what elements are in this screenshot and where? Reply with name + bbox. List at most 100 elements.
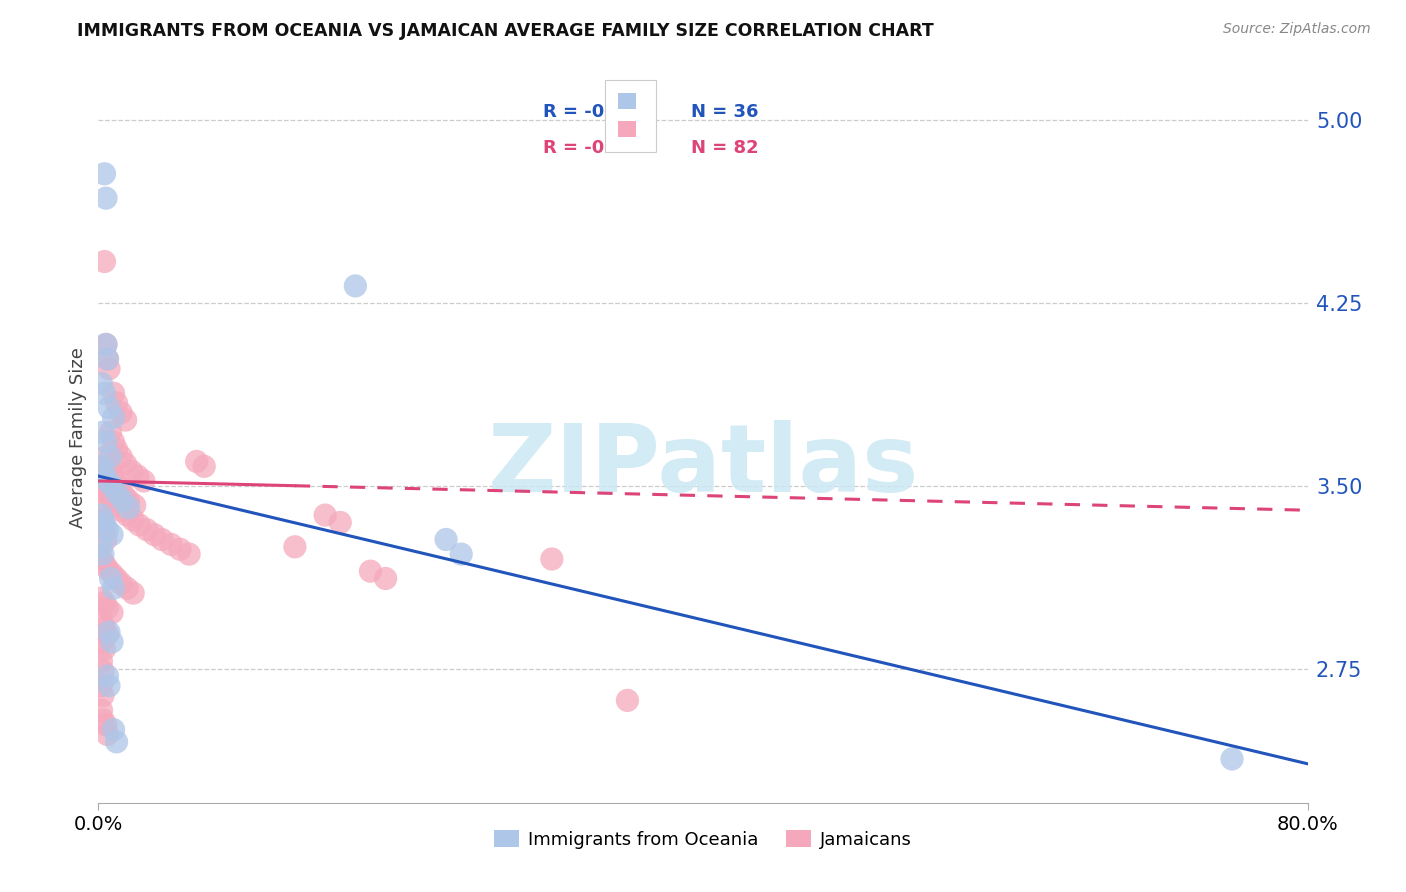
Point [90, 540, 112, 554]
Point [96, 489, 118, 503]
Point [100, 425, 122, 440]
Point [115, 581, 138, 595]
Point [96, 474, 118, 488]
Point [100, 450, 122, 464]
Point [105, 572, 128, 586]
Point [110, 406, 132, 420]
Point [450, 547, 472, 561]
Point [112, 489, 135, 503]
Point [101, 493, 124, 508]
Text: R = -0.308: R = -0.308 [543, 103, 650, 121]
Point [540, 552, 562, 566]
Point [1220, 752, 1243, 766]
Point [150, 533, 173, 547]
Point [93, 254, 115, 268]
Point [94, 450, 117, 464]
Point [93, 557, 115, 571]
Point [101, 606, 124, 620]
Point [108, 481, 131, 495]
Point [114, 413, 136, 427]
Point [105, 396, 128, 410]
Point [100, 572, 122, 586]
Point [122, 513, 145, 527]
Point [96, 600, 118, 615]
Point [98, 401, 121, 415]
Point [121, 464, 143, 478]
Point [105, 442, 128, 457]
Point [329, 516, 352, 530]
Text: Source: ZipAtlas.com: Source: ZipAtlas.com [1223, 22, 1371, 37]
Point [132, 474, 155, 488]
Point [90, 654, 112, 668]
Point [90, 376, 112, 391]
Point [93, 483, 115, 498]
Point [103, 410, 125, 425]
Point [94, 191, 117, 205]
Point [90, 635, 112, 649]
Point [374, 572, 396, 586]
Point [93, 620, 115, 634]
Point [101, 635, 124, 649]
Point [98, 459, 121, 474]
Point [90, 679, 112, 693]
Point [94, 718, 117, 732]
Point [118, 500, 141, 515]
Text: IMMIGRANTS FROM OCEANIA VS JAMAICAN AVERAGE FAMILY SIZE CORRELATION CHART: IMMIGRANTS FROM OCEANIA VS JAMAICAN AVER… [77, 22, 934, 40]
Point [90, 503, 112, 517]
Point [94, 434, 117, 449]
Point [105, 499, 128, 513]
Point [91, 713, 114, 727]
Point [186, 454, 208, 468]
Point [127, 469, 149, 483]
Point [94, 337, 117, 351]
Legend: Immigrants from Oceania, Jamaicans: Immigrants from Oceania, Jamaicans [486, 823, 920, 856]
Point [143, 527, 166, 541]
Point [90, 591, 112, 605]
Point [103, 581, 125, 595]
Point [93, 167, 115, 181]
Point [90, 508, 112, 522]
Point [98, 361, 121, 376]
Point [96, 352, 118, 367]
Point [90, 552, 112, 566]
Text: R = -0.065: R = -0.065 [543, 139, 650, 157]
Point [110, 576, 132, 591]
Point [103, 434, 125, 449]
Point [96, 669, 118, 683]
Point [122, 586, 145, 600]
Point [98, 625, 121, 640]
Point [93, 523, 115, 537]
Point [96, 562, 118, 576]
Point [93, 516, 115, 530]
Point [193, 459, 215, 474]
Point [91, 664, 114, 678]
Point [101, 527, 124, 541]
Text: N = 82: N = 82 [690, 139, 758, 157]
Point [101, 479, 124, 493]
Point [91, 689, 114, 703]
Point [90, 613, 112, 627]
Point [96, 352, 118, 367]
Point [90, 459, 112, 474]
Point [360, 564, 382, 578]
Point [94, 533, 117, 547]
Point [616, 693, 638, 707]
Point [104, 474, 127, 488]
Point [93, 596, 115, 610]
Point [105, 735, 128, 749]
Point [110, 450, 132, 464]
Point [91, 547, 114, 561]
Point [124, 499, 146, 513]
Point [114, 457, 136, 471]
Point [96, 627, 118, 641]
Point [118, 493, 141, 508]
Point [101, 467, 124, 481]
Text: ZIPatlas: ZIPatlas [488, 420, 918, 512]
Point [110, 503, 132, 517]
Y-axis label: Average Family Size: Average Family Size [69, 347, 87, 527]
Point [96, 523, 118, 537]
Text: N = 36: N = 36 [690, 103, 758, 121]
Point [93, 386, 115, 401]
Point [179, 547, 201, 561]
Point [103, 723, 125, 737]
